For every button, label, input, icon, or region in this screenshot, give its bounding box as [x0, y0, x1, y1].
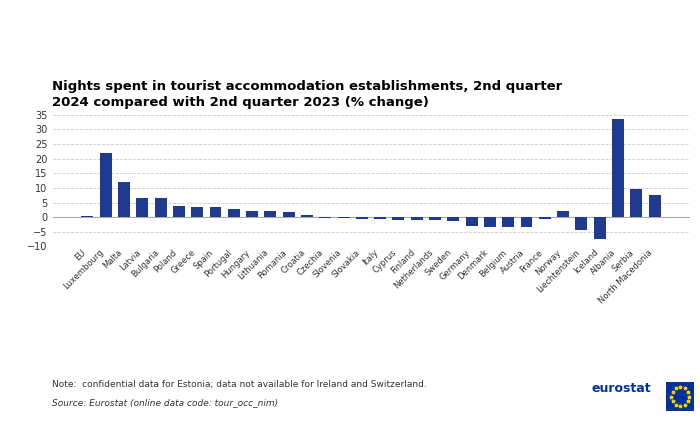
Bar: [557, 211, 569, 217]
Bar: [356, 217, 368, 219]
Bar: [649, 195, 661, 217]
Bar: [521, 217, 533, 227]
Bar: [155, 198, 167, 217]
Bar: [631, 190, 642, 217]
Text: Nights spent in tourist accommodation establishments, 2nd quarter
2024 compared : Nights spent in tourist accommodation es…: [52, 80, 563, 109]
Bar: [81, 216, 93, 217]
Bar: [429, 217, 441, 220]
Bar: [503, 217, 514, 227]
Text: Source: Eurostat (online data code: tour_occ_nim): Source: Eurostat (online data code: tour…: [52, 398, 279, 407]
Bar: [319, 217, 331, 218]
Bar: [466, 217, 477, 226]
Bar: [228, 209, 239, 217]
Bar: [173, 206, 185, 217]
Bar: [594, 217, 606, 239]
Bar: [246, 211, 258, 217]
Bar: [100, 153, 111, 217]
Bar: [301, 215, 313, 217]
Bar: [484, 217, 496, 227]
Bar: [447, 217, 459, 221]
Text: eurostat: eurostat: [592, 382, 651, 395]
Bar: [118, 182, 130, 217]
Bar: [393, 217, 405, 220]
Bar: [374, 217, 386, 219]
Bar: [136, 198, 148, 217]
Bar: [265, 211, 277, 217]
Bar: [411, 217, 423, 220]
Bar: [191, 207, 203, 217]
Bar: [575, 217, 587, 230]
Bar: [612, 119, 624, 217]
Bar: [337, 217, 349, 218]
Bar: [539, 217, 551, 219]
Bar: [283, 212, 295, 217]
Text: Note:  confidential data for Estonia; data not available for Ireland and Switzer: Note: confidential data for Estonia; dat…: [52, 380, 427, 389]
Bar: [209, 207, 221, 217]
